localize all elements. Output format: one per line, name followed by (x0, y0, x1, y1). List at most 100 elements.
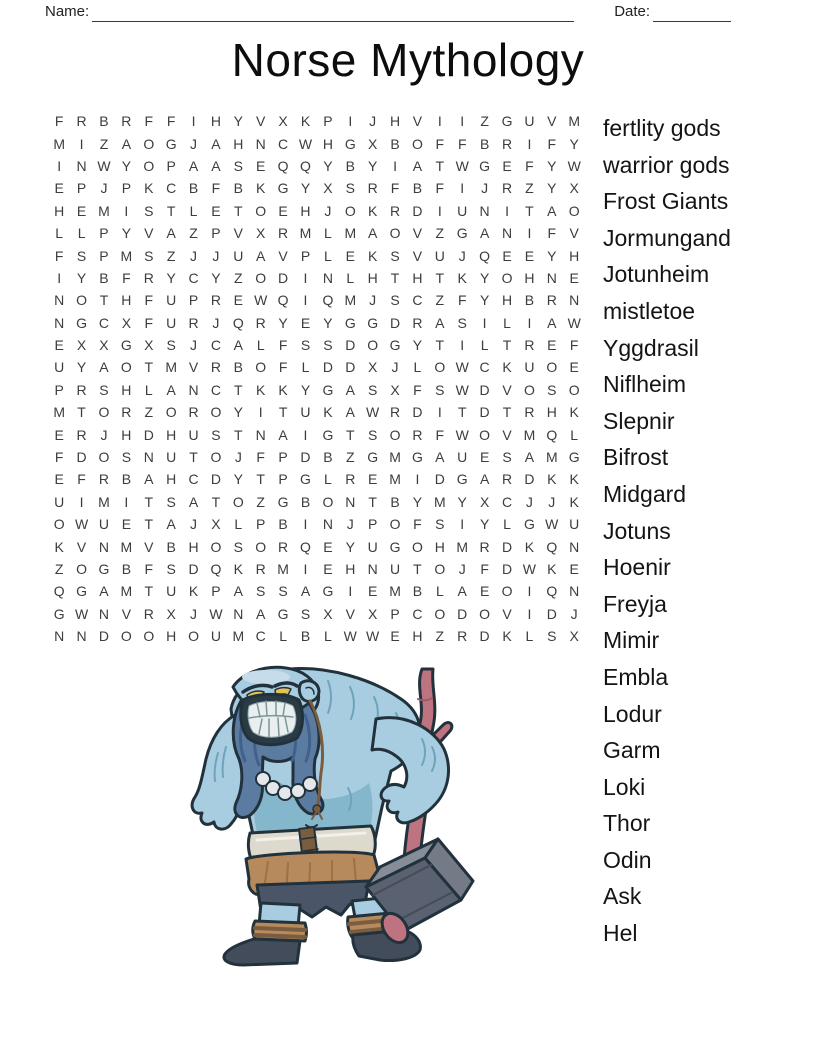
word-list-item: Mimir (603, 627, 660, 654)
grid-cell: R (524, 337, 535, 354)
grid-cell: U (389, 561, 401, 577)
grid-cell: L (413, 359, 422, 376)
grid-cell: J (369, 292, 377, 309)
grid-cell: E (502, 157, 512, 174)
grid-cell: I (527, 583, 532, 600)
grid-cell: O (479, 426, 491, 443)
grid-cell: L (256, 337, 265, 354)
word-list-item: Jormungand (603, 224, 731, 251)
grid-cell: Q (277, 292, 289, 309)
grid-cell: O (322, 493, 334, 510)
grid-cell: F (480, 561, 489, 577)
grid-cell: E (54, 337, 64, 354)
grid-cell: Y (76, 359, 87, 376)
grid-cell: H (121, 292, 132, 309)
grid-cell: I (393, 157, 397, 174)
grid-cell: F (457, 135, 467, 152)
grid-cell: M (299, 225, 312, 242)
word-list-item: Hel (603, 920, 638, 947)
grid-cell: E (390, 628, 400, 645)
date-blank-line (653, 5, 732, 22)
word-list-item: mistletoe (603, 297, 696, 324)
grid-cell: Y (211, 269, 221, 286)
grid-cell: R (345, 471, 356, 488)
grid-cell: Y (278, 314, 288, 331)
grid-cell: W (455, 157, 469, 174)
grid-cell: A (547, 202, 557, 219)
grid-cell: P (278, 449, 288, 466)
grid-cell: X (76, 337, 87, 354)
grid-cell: F (144, 561, 154, 577)
grid-cell: M (389, 583, 401, 600)
grid-cell: P (54, 381, 64, 398)
grid-cell: B (233, 359, 243, 376)
grid-cell: R (524, 404, 535, 421)
grid-cell: V (412, 113, 423, 130)
grid-cell: D (524, 471, 535, 488)
grid-cell: G (322, 583, 334, 600)
word-list-item: Bifrost (603, 444, 669, 471)
grid-cell: E (367, 583, 378, 600)
grid-cell: S (435, 381, 445, 398)
grid-cell: S (547, 628, 557, 645)
grid-cell: I (303, 292, 308, 309)
grid-cell: F (278, 359, 288, 376)
grid-cell: M (53, 404, 66, 421)
grid-cell: H (501, 292, 513, 309)
grid-cell: A (121, 135, 132, 152)
grid-cell: Q (277, 157, 289, 174)
grid-cell: Y (121, 225, 132, 242)
grid-cell: R (278, 225, 289, 242)
word-list-item: Odin (603, 846, 652, 873)
grid-cell: T (189, 449, 198, 466)
grid-cell: S (166, 493, 176, 510)
grid-cell: G (98, 561, 110, 577)
word-list-item: warrior gods (603, 151, 730, 178)
grid-cell: U (569, 516, 580, 533)
grid-cell: G (412, 449, 423, 466)
grid-cell: Y (479, 292, 490, 309)
grid-cell: A (345, 381, 355, 398)
grid-cell: Z (525, 180, 534, 197)
grid-cell: K (569, 471, 579, 488)
grid-cell: O (255, 269, 267, 286)
grid-cell: Y (323, 157, 333, 174)
grid-cell: O (389, 225, 401, 242)
grid-cell: F (144, 113, 154, 130)
grid-cell: T (502, 337, 512, 354)
grid-cell: Y (479, 516, 490, 533)
grid-cell: U (188, 426, 199, 443)
grid-cell: A (435, 449, 445, 466)
grid-cell: O (98, 449, 110, 466)
grid-cell: B (166, 538, 176, 555)
word-list-item: Ask (603, 883, 642, 910)
grid-cell: N (188, 381, 199, 398)
grid-cell: R (457, 628, 468, 645)
grid-cell: I (527, 225, 532, 242)
grid-cell: R (367, 180, 378, 197)
grid-cell: C (501, 493, 513, 510)
grid-cell: O (389, 426, 401, 443)
grid-cell: I (348, 583, 353, 600)
grid-cell: L (570, 426, 579, 443)
grid-cell: Z (480, 113, 489, 130)
grid-cell: T (211, 493, 221, 510)
header: Name: Date: (45, 3, 742, 22)
grid-cell: F (413, 381, 422, 398)
grid-cell: N (345, 493, 356, 510)
grid-cell: A (457, 583, 467, 600)
grid-cell: L (144, 381, 153, 398)
grid-cell: W (366, 628, 380, 645)
grid-cell: S (390, 292, 400, 309)
grid-cell: Q (546, 583, 558, 600)
grid-cell: N (322, 516, 333, 533)
grid-cell: O (255, 359, 267, 376)
grid-cell: V (502, 426, 512, 443)
grid-cell: O (210, 449, 222, 466)
grid-cell: Q (546, 538, 558, 555)
grid-cell: S (367, 381, 378, 398)
grid-cell: P (323, 113, 333, 130)
grid-cell: Z (189, 225, 198, 242)
grid-cell: S (300, 337, 311, 354)
